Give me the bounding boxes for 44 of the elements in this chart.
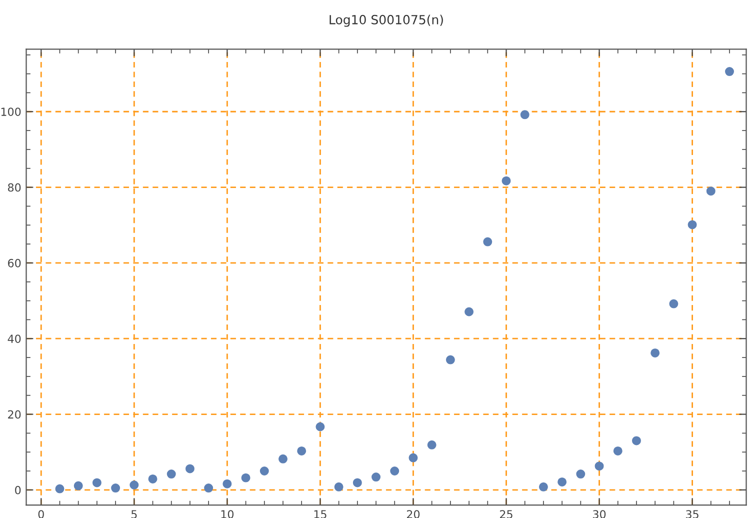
point <box>650 348 660 358</box>
point <box>632 436 641 446</box>
point <box>706 186 716 196</box>
point <box>222 479 232 488</box>
point <box>669 299 678 308</box>
point <box>483 237 492 246</box>
y-tick-label: 100 <box>1 108 21 116</box>
point <box>725 67 734 76</box>
y-tick-label: 60 <box>8 258 21 268</box>
chart-title: Log10 S001075(n) <box>330 14 443 27</box>
y-tick-label: 40 <box>8 334 21 343</box>
point <box>372 472 381 482</box>
point <box>464 307 474 316</box>
point <box>297 446 306 456</box>
point <box>278 454 288 464</box>
point <box>204 484 214 493</box>
point <box>130 480 139 490</box>
point <box>352 478 362 488</box>
point <box>688 220 697 230</box>
point <box>74 481 83 490</box>
point <box>558 477 567 486</box>
point <box>241 473 250 482</box>
point <box>538 482 548 492</box>
point <box>55 484 64 494</box>
point <box>334 482 344 492</box>
point <box>427 440 436 450</box>
point <box>316 422 325 432</box>
point <box>185 464 194 474</box>
y-tick-label: 0 <box>15 486 21 494</box>
point <box>594 462 604 471</box>
point <box>576 470 586 479</box>
point <box>390 466 400 476</box>
point <box>502 176 511 186</box>
point <box>408 453 418 462</box>
point <box>260 466 269 476</box>
y-tick-label: 20 <box>8 410 21 419</box>
point <box>111 484 120 493</box>
y-tick-label: 80 <box>8 183 21 192</box>
point <box>166 470 176 479</box>
point <box>613 446 622 456</box>
point <box>520 110 530 120</box>
point <box>92 478 102 488</box>
point <box>148 474 158 484</box>
point <box>446 355 455 364</box>
